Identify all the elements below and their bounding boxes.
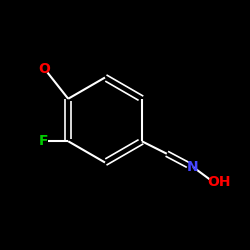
Text: O: O: [38, 62, 50, 76]
Text: OH: OH: [208, 176, 231, 190]
Text: F: F: [38, 134, 48, 148]
Text: N: N: [187, 160, 199, 174]
